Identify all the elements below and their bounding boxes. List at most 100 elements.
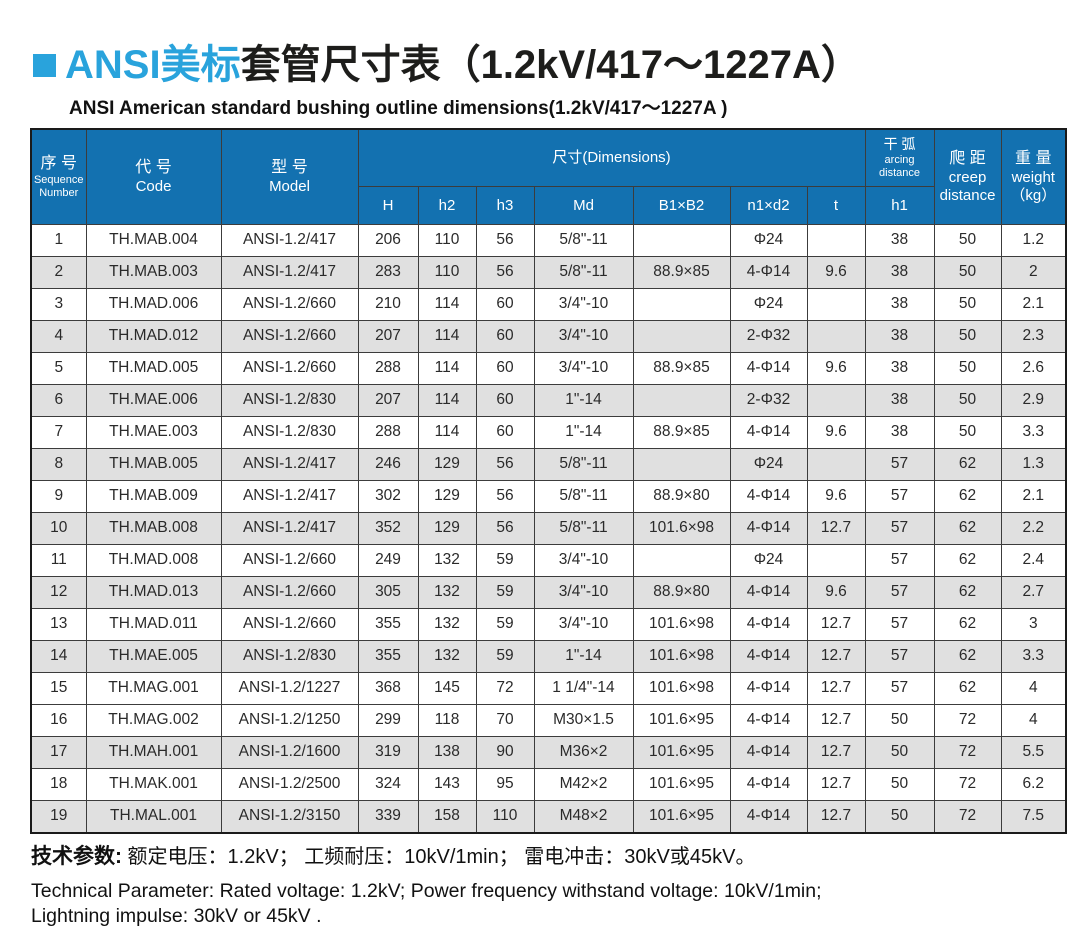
table-row: 7 TH.MAE.003 ANSI-1.2/830 288 114 60 1"-14 88.9…: [30, 415, 1067, 449]
table-body: 1 TH.MAB.004 ANSI-1.2/417 206 110 56 5/8"-11 Φ2…: [30, 223, 1067, 833]
table-cell: 3/4"-10: [533, 319, 634, 353]
header-weight: 重 量 weight （kg）: [1000, 128, 1067, 225]
table-cell: [632, 447, 731, 481]
table-cell: 5: [30, 351, 87, 385]
table-cell: M48×2: [533, 799, 634, 833]
table-cell: [632, 223, 731, 257]
table-cell: 207: [357, 319, 419, 353]
table-cell: 3/4"-10: [533, 543, 634, 577]
table-cell: 5.5: [1000, 735, 1067, 769]
table-cell: 2.9: [1000, 383, 1067, 417]
table-cell: [632, 383, 731, 417]
table-cell: 2.3: [1000, 319, 1067, 353]
table-cell: 72: [933, 703, 1002, 737]
table-cell: 145: [417, 671, 477, 705]
table-cell: 2.4: [1000, 543, 1067, 577]
table-cell: 60: [475, 415, 535, 449]
table-cell: 3/4"-10: [533, 351, 634, 385]
table-row: 11 TH.MAD.008 ANSI-1.2/660 249 132 59 3/4"-10 Φ…: [30, 543, 1067, 577]
table-cell: TH.MAG.001: [85, 671, 222, 705]
table-cell: 129: [417, 511, 477, 545]
table-cell: 50: [864, 735, 935, 769]
table-cell: ANSI-1.2/2500: [220, 767, 359, 801]
table-cell: 56: [475, 511, 535, 545]
table-cell: 4-Φ14: [729, 479, 808, 513]
table-cell: 6.2: [1000, 767, 1067, 801]
table-cell: 9.6: [806, 575, 866, 609]
header-model: 型 号 Model: [220, 128, 359, 225]
table-cell: 88.9×85: [632, 351, 731, 385]
table-cell: 138: [417, 735, 477, 769]
table-cell: 355: [357, 639, 419, 673]
table-cell: 2.6: [1000, 351, 1067, 385]
table-cell: TH.MAD.012: [85, 319, 222, 353]
table-row: 16 TH.MAG.002 ANSI-1.2/1250 299 118 70 M30×1.5…: [30, 703, 1067, 737]
table-cell: 59: [475, 639, 535, 673]
table-row: 2 TH.MAB.003 ANSI-1.2/417 283 110 56 5/8"-11 88…: [30, 255, 1067, 289]
table-cell: ANSI-1.2/417: [220, 255, 359, 289]
table-cell: 88.9×80: [632, 479, 731, 513]
table-cell: 4-Φ14: [729, 767, 808, 801]
table-cell: 210: [357, 287, 419, 321]
header-dimensions-group: 尺寸(Dimensions): [357, 128, 866, 187]
table-cell: 72: [933, 735, 1002, 769]
table-cell: 4-Φ14: [729, 255, 808, 289]
table-cell: 143: [417, 767, 477, 801]
table-cell: 4-Φ14: [729, 735, 808, 769]
table-cell: M30×1.5: [533, 703, 634, 737]
table-cell: 38: [864, 223, 935, 257]
table-cell: 62: [933, 543, 1002, 577]
table-cell: 7.5: [1000, 799, 1067, 833]
header-creep-zh: 爬 距: [949, 149, 986, 167]
table-cell: 2.2: [1000, 511, 1067, 545]
header-col-Md: Md: [533, 185, 634, 225]
table-cell: 352: [357, 511, 419, 545]
table-cell: Φ24: [729, 287, 808, 321]
table-cell: 9.6: [806, 255, 866, 289]
table-cell: ANSI-1.2/660: [220, 351, 359, 385]
table-cell: 1.2: [1000, 223, 1067, 257]
table-cell: 132: [417, 543, 477, 577]
table-cell: 18: [30, 767, 87, 801]
table-cell: 324: [357, 767, 419, 801]
table-cell: 50: [933, 351, 1002, 385]
technical-parameters: 技术参数: 额定电压：1.2kV； 工频耐压：10kV/1min； 雷电冲击：3…: [31, 840, 1071, 929]
table-cell: 302: [357, 479, 419, 513]
table-cell: 4-Φ14: [729, 671, 808, 705]
table-cell: TH.MAD.011: [85, 607, 222, 641]
table-cell: 339: [357, 799, 419, 833]
table-cell: 288: [357, 351, 419, 385]
title-brand: ANSI美标: [65, 43, 241, 87]
page-subtitle: ANSI American standard bushing outline d…: [69, 98, 728, 119]
table-cell: 9.6: [806, 351, 866, 385]
header-arcing-distance: 干 弧 arcing distance: [864, 128, 935, 187]
table-row: 19 TH.MAL.001 ANSI-1.2/3150 339 158 110 M48×2 1…: [30, 799, 1067, 833]
header-code-en: Code: [135, 177, 172, 195]
table-cell: 50: [933, 415, 1002, 449]
table-cell: 118: [417, 703, 477, 737]
table-cell: 4-Φ14: [729, 703, 808, 737]
table-cell: 88.9×80: [632, 575, 731, 609]
table-cell: 60: [475, 351, 535, 385]
header-col-n1xd2: n1×d2: [729, 185, 808, 225]
table-cell: 2.1: [1000, 287, 1067, 321]
table-cell: 9: [30, 479, 87, 513]
table-cell: 4-Φ14: [729, 639, 808, 673]
table-cell: ANSI-1.2/660: [220, 319, 359, 353]
table-cell: 12.7: [806, 511, 866, 545]
table-cell: ANSI-1.2/417: [220, 223, 359, 257]
table-cell: 38: [864, 255, 935, 289]
table-cell: 1"-14: [533, 415, 634, 449]
table-cell: 114: [417, 415, 477, 449]
table-cell: 1.3: [1000, 447, 1067, 481]
table-cell: 59: [475, 543, 535, 577]
table-cell: TH.MAG.002: [85, 703, 222, 737]
table-cell: ANSI-1.2/660: [220, 287, 359, 321]
header-sequence-zh: 序 号: [40, 155, 77, 173]
table-cell: 2.7: [1000, 575, 1067, 609]
table-cell: M36×2: [533, 735, 634, 769]
table-cell: 70: [475, 703, 535, 737]
table-cell: [806, 287, 866, 321]
table-cell: 16: [30, 703, 87, 737]
table-cell: 1"-14: [533, 383, 634, 417]
